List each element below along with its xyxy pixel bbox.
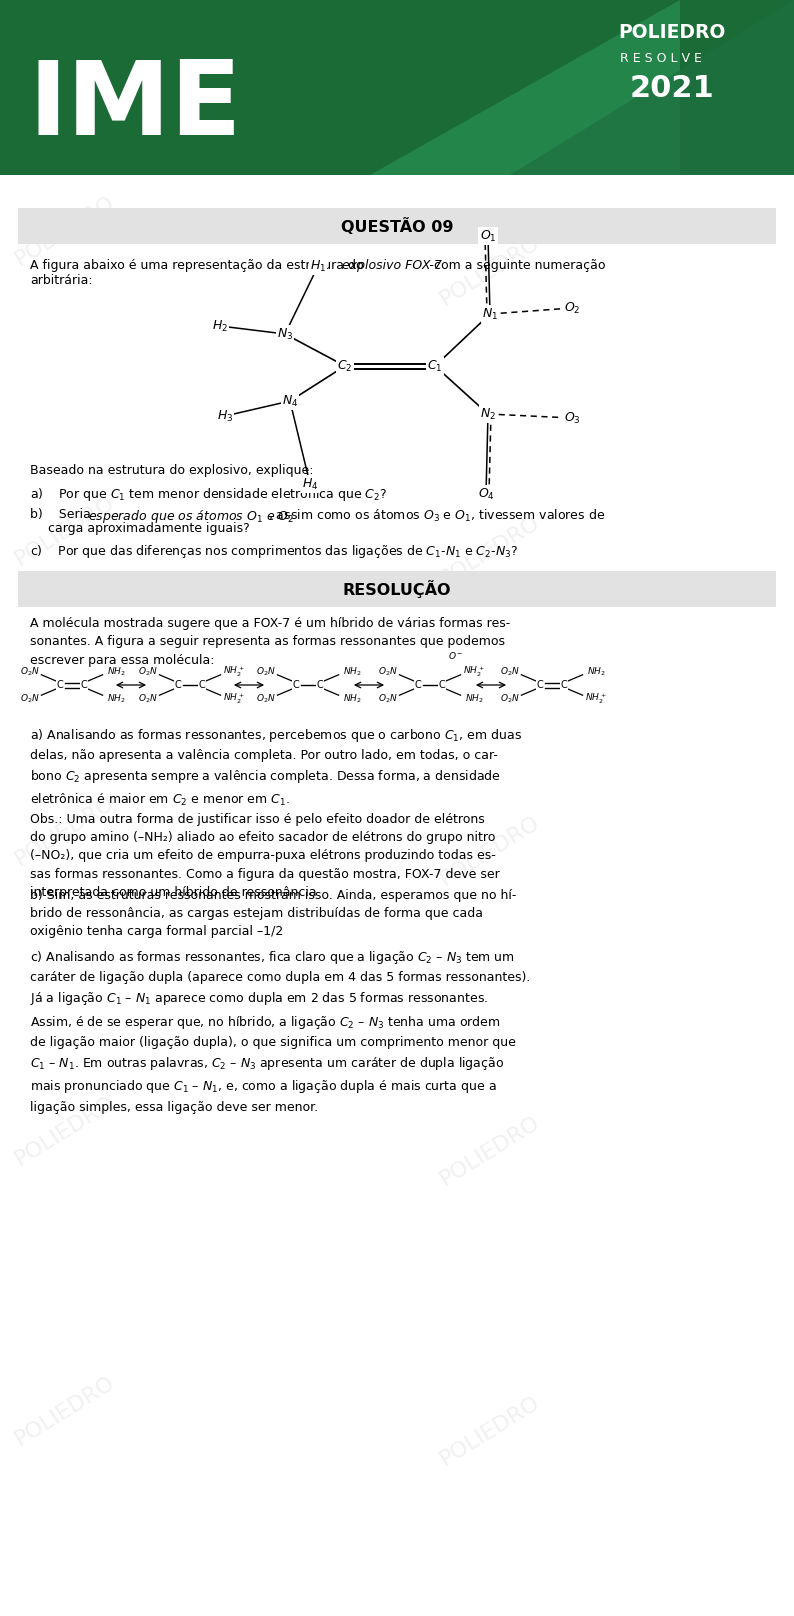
Text: A figura abaixo é uma representação da estrutura do: A figura abaixo é uma representação da e… [30, 259, 368, 271]
Text: C: C [414, 680, 422, 690]
Text: C: C [56, 680, 64, 690]
Text: POLIEDRO: POLIEDRO [437, 512, 544, 590]
Text: carga aproximadamente iguais?: carga aproximadamente iguais? [48, 522, 250, 535]
Text: c) Analisando as formas ressonantes, fica claro que a ligação $C_2$ – $N_3$ tem : c) Analisando as formas ressonantes, fic… [30, 949, 530, 1113]
Text: POLIEDRO: POLIEDRO [437, 1393, 544, 1469]
Text: $O_2$: $O_2$ [564, 301, 580, 315]
Text: com a seguinte numeração: com a seguinte numeração [430, 259, 606, 271]
Text: esperado que os átomos $O_1$ e $O_2$: esperado que os átomos $O_1$ e $O_2$ [88, 507, 295, 525]
Text: RESOLUÇÃO: RESOLUÇÃO [343, 580, 451, 598]
Text: $O_2N$: $O_2N$ [378, 666, 398, 677]
Text: A molécula mostrada sugere que a FOX-7 é um híbrido de várias formas res-
sonant: A molécula mostrada sugere que a FOX-7 é… [30, 617, 511, 667]
Text: , assim como os átomos $O_3$ e $O_1$, tivessem valores de: , assim como os átomos $O_3$ e $O_1$, ti… [268, 507, 605, 524]
Text: $O_2N$: $O_2N$ [378, 692, 398, 705]
Bar [18, 208, 776, 244]
Text: QUESTÃO 09: QUESTÃO 09 [341, 218, 453, 234]
Text: R E S O L V E: R E S O L V E [620, 52, 702, 65]
Text: $O_2N$: $O_2N$ [256, 666, 276, 677]
Text: $H_2$: $H_2$ [212, 318, 228, 333]
Text: $NH_2^+$: $NH_2^+$ [223, 692, 245, 706]
Text: C: C [537, 680, 543, 690]
Text: $NH_2$: $NH_2$ [587, 666, 606, 677]
Text: C: C [438, 680, 445, 690]
Text: $O_1$: $O_1$ [480, 228, 496, 244]
Polygon shape [510, 0, 794, 175]
Text: Baseado na estrutura do explosivo, explique:: Baseado na estrutura do explosivo, expli… [30, 464, 314, 477]
Text: 2021: 2021 [630, 74, 715, 103]
Text: POLIEDRO: POLIEDRO [11, 1372, 118, 1450]
Text: explosivo FOX-7: explosivo FOX-7 [342, 259, 442, 271]
Text: $C_2$: $C_2$ [337, 359, 353, 373]
Text: C: C [317, 680, 323, 690]
Text: $NH_2$: $NH_2$ [464, 692, 484, 705]
Text: POLIEDRO: POLIEDRO [11, 1092, 118, 1170]
Text: $O_2N$: $O_2N$ [499, 692, 519, 705]
Text: $O_2N$: $O_2N$ [137, 666, 157, 677]
Text: $N_4$: $N_4$ [282, 393, 299, 409]
Text: C: C [80, 680, 87, 690]
Text: POLIEDRO: POLIEDRO [437, 1112, 544, 1189]
Text: $O_3$: $O_3$ [564, 410, 580, 425]
Text: $NH_2^+$: $NH_2^+$ [223, 664, 245, 679]
Text: C: C [561, 680, 567, 690]
Text: $N_1$: $N_1$ [482, 307, 498, 322]
Text: POLIEDRO: POLIEDRO [618, 23, 726, 42]
Text: $H_4$: $H_4$ [302, 477, 318, 491]
Text: $NH_2$: $NH_2$ [343, 666, 361, 677]
Text: $O^-$: $O^-$ [448, 650, 464, 661]
Text: POLIEDRO: POLIEDRO [437, 813, 544, 890]
Bar [18, 570, 776, 608]
Text: $NH_2^+$: $NH_2^+$ [463, 664, 485, 679]
Text: arbitrária:: arbitrária: [30, 275, 93, 288]
Text: a)    Por que $C_1$ tem menor densidade eletrônica que $C_2$?: a) Por que $C_1$ tem menor densidade ele… [30, 486, 387, 503]
Text: $H_1$: $H_1$ [310, 259, 326, 273]
Text: $NH_2$: $NH_2$ [343, 692, 361, 705]
Text: $N_3$: $N_3$ [277, 326, 293, 341]
Polygon shape [370, 0, 680, 175]
Text: $NH_2$: $NH_2$ [106, 666, 125, 677]
Text: $H_3$: $H_3$ [217, 409, 233, 423]
Text: C: C [198, 680, 206, 690]
Text: $NH_2^+$: $NH_2^+$ [585, 692, 607, 706]
Text: $O_4$: $O_4$ [477, 486, 495, 501]
Text: $O_2N$: $O_2N$ [256, 692, 276, 705]
Text: $NH_2$: $NH_2$ [106, 692, 125, 705]
Text: $N_2$: $N_2$ [480, 407, 496, 422]
Text: C: C [293, 680, 299, 690]
Text: b) Sim, as estruturas ressonantes mostram isso. Ainda, esperamos que no hí-
brid: b) Sim, as estruturas ressonantes mostra… [30, 889, 516, 939]
Text: a) Analisando as formas ressonantes, percebemos que o carbono $C_1$, em duas
del: a) Analisando as formas ressonantes, per… [30, 727, 522, 898]
Text: c)    Por que das diferenças nos comprimentos das ligações de $C_1$-$N_1$ e $C_2: c) Por que das diferenças nos compriment… [30, 543, 518, 561]
Text: $C_1$: $C_1$ [427, 359, 443, 373]
Bar [0, 0, 794, 175]
Text: C: C [175, 680, 182, 690]
Text: IME: IME [28, 57, 241, 157]
Text: $O_2N$: $O_2N$ [499, 666, 519, 677]
Text: $O_2N$: $O_2N$ [137, 692, 157, 705]
Text: POLIEDRO: POLIEDRO [11, 493, 118, 569]
Text: POLIEDRO: POLIEDRO [11, 192, 118, 270]
Text: POLIEDRO: POLIEDRO [11, 792, 118, 869]
Text: $O_2N$: $O_2N$ [20, 666, 40, 677]
Text: POLIEDRO: POLIEDRO [437, 233, 544, 310]
Text: $O_2N$: $O_2N$ [20, 692, 40, 705]
Text: b)    Seria: b) Seria [30, 507, 94, 520]
